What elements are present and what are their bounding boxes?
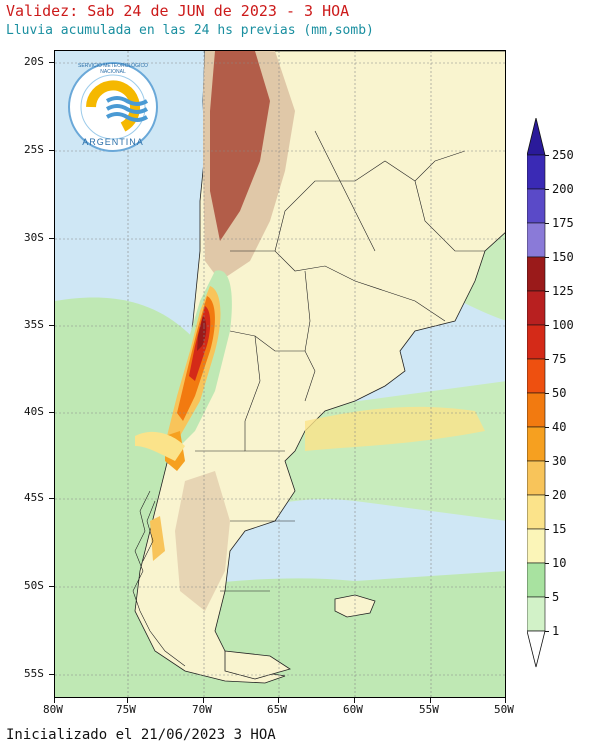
- lon-label-50w: 50W: [494, 703, 514, 716]
- lat-label-35s: 35S: [24, 318, 44, 331]
- colorbar-segment: [527, 460, 546, 496]
- lat-label-50s: 50S: [24, 579, 44, 592]
- map-canvas: [55, 51, 505, 697]
- colorbar-label-175: 175: [552, 216, 574, 230]
- initialization-text: Inicializado el 21/06/2023 3 HOA: [6, 727, 276, 743]
- colorbar-segment: [527, 392, 546, 428]
- colorbar-label-125: 125: [552, 284, 574, 298]
- colorbar-segment: [527, 596, 546, 632]
- colorbar-label-20: 20: [552, 488, 567, 502]
- colorbar-label-40: 40: [552, 420, 567, 434]
- colorbar-segment: [527, 426, 546, 462]
- colorbar-label-250: 250: [552, 148, 574, 162]
- lat-label-20s: 20S: [24, 55, 44, 68]
- lon-label-80w: 80W: [43, 703, 63, 716]
- patagonia-terrain: [175, 471, 230, 611]
- lat-label-30s: 30S: [24, 231, 44, 244]
- andes-high-terrain: [210, 51, 270, 241]
- colorbar-label-150: 150: [552, 250, 574, 264]
- colorbar-label-30: 30: [552, 454, 567, 468]
- colorbar-segment: [527, 154, 546, 190]
- lat-label-55s: 55S: [24, 667, 44, 680]
- colorbar-segment: [527, 562, 546, 598]
- colorbar-label-100: 100: [552, 318, 574, 332]
- political-borders: [195, 130, 485, 592]
- colorbar-label-10: 10: [552, 556, 567, 570]
- rain-band-yellow-east: [305, 406, 485, 451]
- rain-yellow-south-chile: [150, 516, 165, 561]
- lon-label-60w: 60W: [343, 703, 363, 716]
- colorbar-segment: [527, 188, 546, 224]
- colorbar-segment: [527, 358, 546, 394]
- colorbar-label-1: 1: [552, 624, 560, 638]
- smn-logo-graphic: [68, 62, 158, 152]
- rain-band-pacific: [55, 297, 205, 651]
- chile-coast-islands: [132, 490, 186, 667]
- colorbar-label-200: 200: [552, 182, 574, 196]
- lat-label-45s: 45S: [24, 491, 44, 504]
- colorbar-segment: [527, 324, 546, 360]
- smn-logo-top-text: SERVICIO METEOROLÓGICO NACIONAL: [78, 63, 148, 75]
- lat-label-25s: 25S: [24, 143, 44, 156]
- lon-label-55w: 55W: [419, 703, 439, 716]
- lon-label-65w: 65W: [267, 703, 287, 716]
- colorbar-top-arrow: [527, 118, 546, 156]
- map-subtitle: Lluvia acumulada en las 24 hs previas (m…: [6, 23, 374, 38]
- colorbar-label-50: 50: [552, 386, 567, 400]
- colorbar-segment: [527, 222, 546, 258]
- lon-label-70w: 70W: [192, 703, 212, 716]
- colorbar-label-15: 15: [552, 522, 567, 536]
- colorbar-segment: [527, 494, 546, 530]
- colorbar-label-5: 5: [552, 590, 560, 604]
- colorbar-bottom-arrow: [527, 630, 546, 668]
- smn-logo: SERVICIO METEOROLÓGICO NACIONAL ARGENTIN…: [67, 61, 159, 153]
- colorbar-segment: [527, 528, 546, 564]
- lon-label-75w: 75W: [116, 703, 136, 716]
- smn-logo-bottom-text: ARGENTINA: [82, 137, 144, 147]
- grid-lines: [55, 51, 505, 697]
- tierra-del-fuego: [224, 650, 291, 680]
- precipitation-map: SERVICIO METEOROLÓGICO NACIONAL ARGENTIN…: [54, 50, 506, 698]
- lat-label-40s: 40S: [24, 405, 44, 418]
- colorbar: [527, 118, 546, 668]
- colorbar-segment: [527, 256, 546, 292]
- colorbar-segment: [527, 290, 546, 326]
- map-title: Validez: Sab 24 de JUN de 2023 - 3 HOA: [6, 2, 350, 20]
- colorbar-label-75: 75: [552, 352, 567, 366]
- rain-yellow-coast: [135, 431, 185, 461]
